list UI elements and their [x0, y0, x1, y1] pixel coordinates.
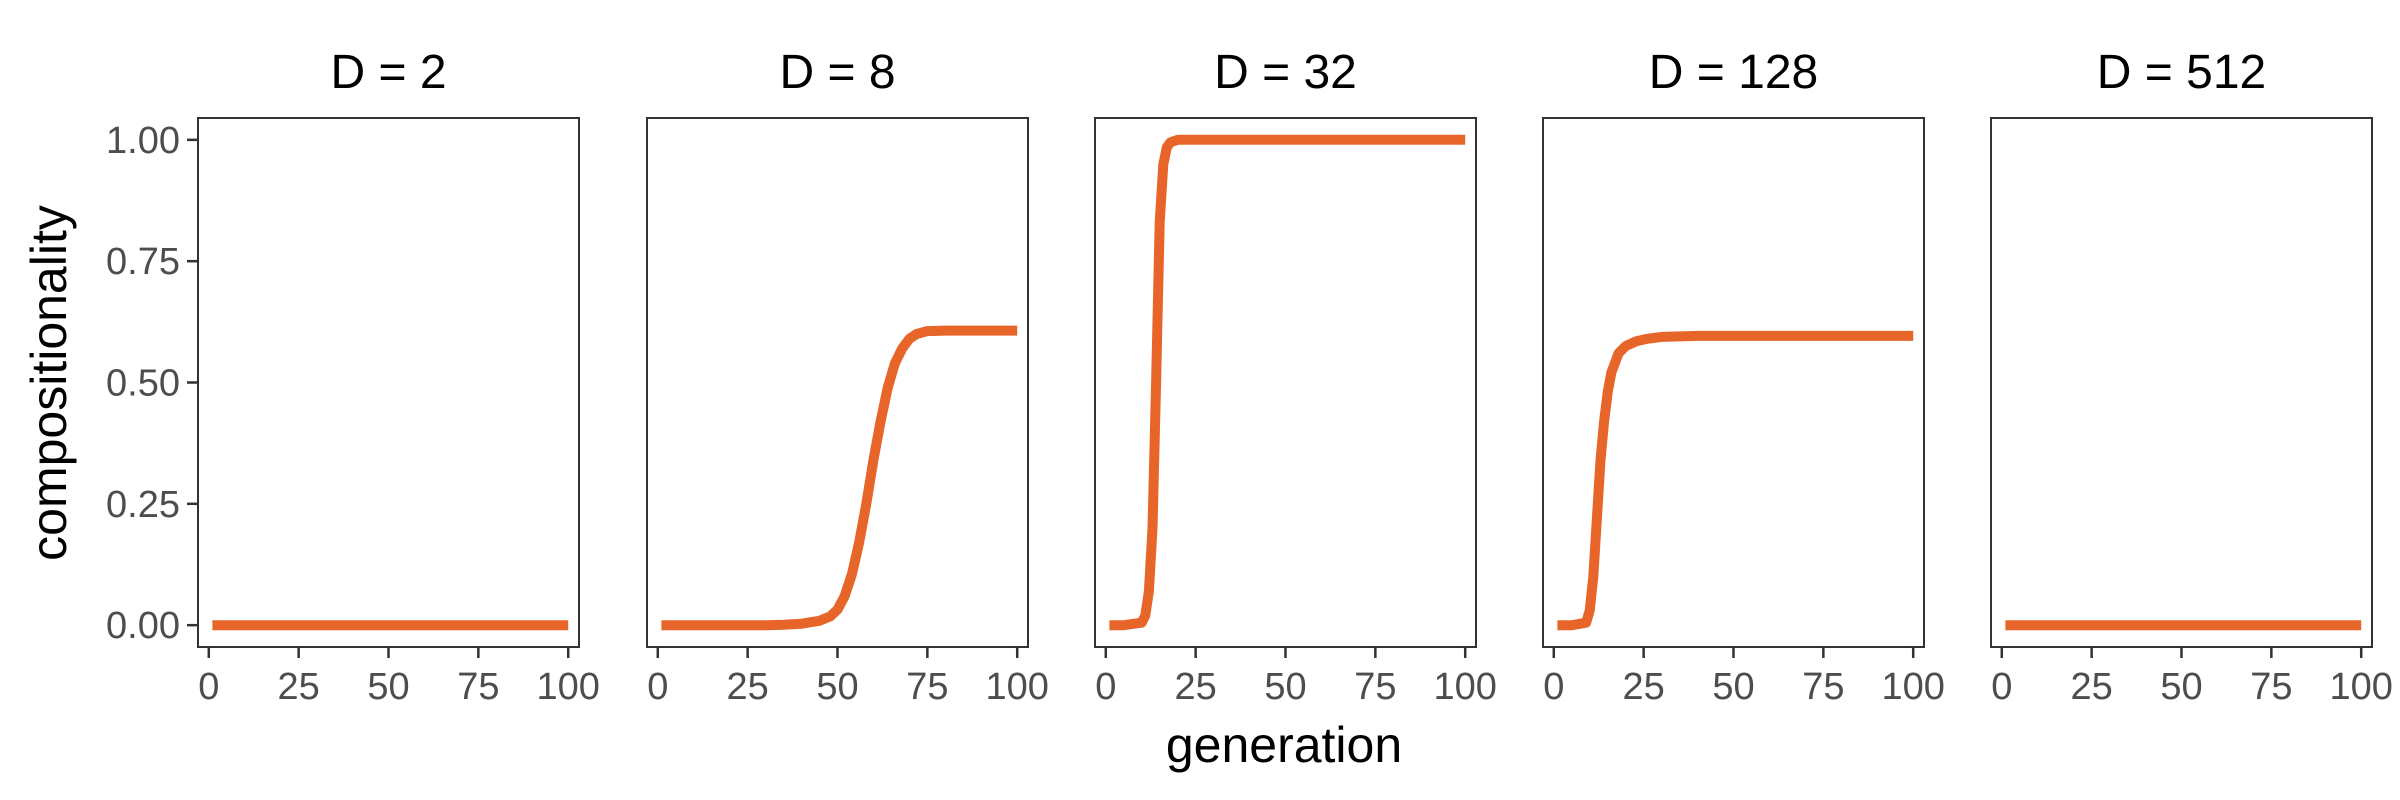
- x-tick-label: 0: [1095, 666, 1116, 708]
- y-tick-label: 0.50: [106, 363, 180, 405]
- x-tick-label: 0: [1991, 666, 2012, 708]
- x-tick-label: 100: [1882, 666, 1945, 708]
- panel-border: [1542, 117, 1925, 648]
- series-line: [661, 325, 1018, 631]
- x-tick-label: 100: [537, 666, 600, 708]
- x-tick-label: 50: [1264, 666, 1306, 708]
- x-tick-label: 0: [1543, 666, 1564, 708]
- x-tick-label: 75: [1354, 666, 1396, 708]
- facet-panel: D = 2 0 25 50 75 100 0.00 0.25 0.50 0.75 1.00: [106, 46, 600, 708]
- x-tick-label: 50: [2160, 666, 2202, 708]
- x-tick-label: 100: [2330, 666, 2393, 708]
- x-tick-label: 50: [816, 666, 858, 708]
- y-tick-label: 1.00: [106, 120, 180, 162]
- x-tick-label: 75: [457, 666, 499, 708]
- series-line: [1109, 134, 1466, 631]
- facet-panel: D = 32 0 25 50 75 100: [1094, 46, 1497, 708]
- x-tick-label: 25: [1175, 666, 1217, 708]
- x-tick-label: 25: [727, 666, 769, 708]
- facet-panel: D = 512 0 25 50 75 100: [1990, 46, 2393, 708]
- series-line: [1557, 330, 1914, 631]
- x-tick-label: 50: [367, 666, 409, 708]
- facet-title: D = 2: [330, 46, 446, 99]
- y-axis-title: compositionality: [21, 205, 77, 561]
- x-tick-label: 75: [1802, 666, 1844, 708]
- facet-panel: D = 128 0 25 50 75 100: [1542, 46, 1945, 708]
- panel-border: [1990, 117, 2373, 648]
- facet-title: D = 512: [2097, 46, 2266, 99]
- facet-panel: D = 8 0 25 50 75 100: [646, 46, 1049, 708]
- x-tick-label: 75: [2250, 666, 2292, 708]
- facet-title: D = 32: [1214, 46, 1357, 99]
- panel-border: [197, 117, 580, 648]
- x-tick-label: 25: [1623, 666, 1665, 708]
- panel-border: [646, 117, 1029, 648]
- x-tick-label: 100: [1434, 666, 1497, 708]
- facet-title: D = 8: [779, 46, 895, 99]
- facet-panels: D = 2 0 25 50 75 100 0.00 0.25 0.50 0.75 1.00 D = 8…: [106, 46, 2393, 708]
- x-tick-label: 0: [198, 666, 219, 708]
- y-tick-label: 0.75: [106, 241, 180, 283]
- facet-title: D = 128: [1649, 46, 1818, 99]
- x-tick-label: 75: [906, 666, 948, 708]
- y-tick-label: 0.25: [106, 484, 180, 526]
- y-tick-label: 0.00: [106, 605, 180, 647]
- x-tick-label: 25: [2071, 666, 2113, 708]
- x-tick-label: 50: [1712, 666, 1754, 708]
- x-axis-title: generation: [1166, 717, 1402, 773]
- x-tick-label: 0: [647, 666, 668, 708]
- x-tick-label: 25: [278, 666, 320, 708]
- x-tick-label: 100: [986, 666, 1049, 708]
